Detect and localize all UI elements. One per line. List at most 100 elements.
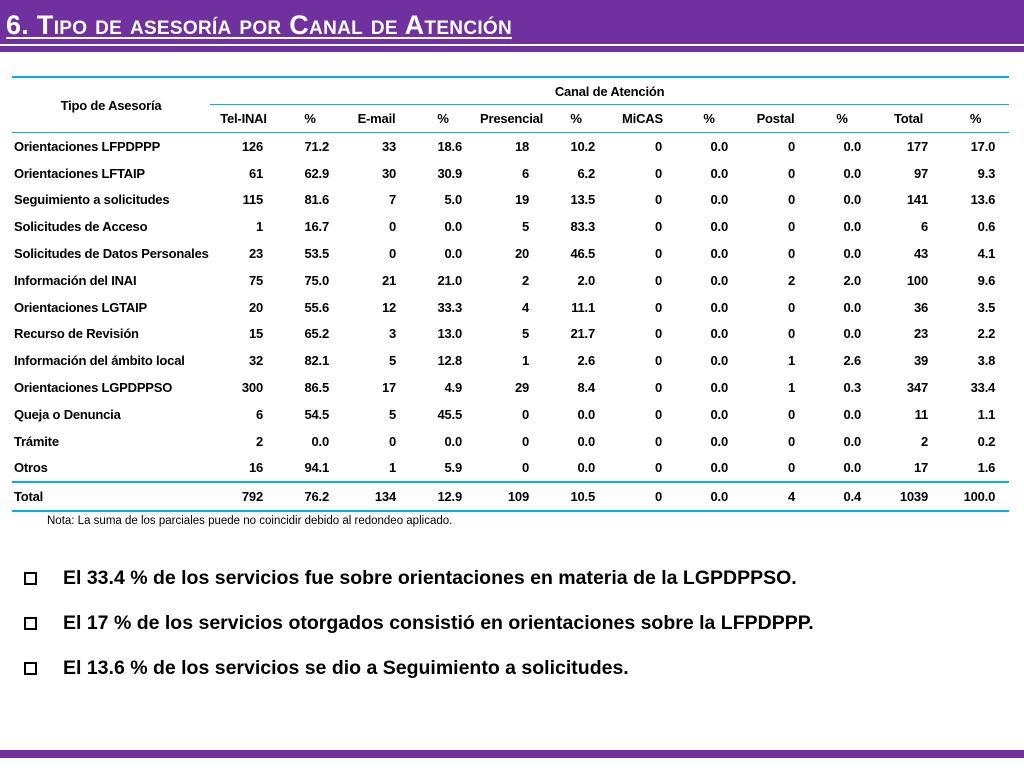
- table-cell: 0.0: [444, 219, 463, 235]
- column-header: %: [277, 104, 343, 133]
- table-cell: 1.1: [977, 406, 996, 422]
- table-cell: 13.6: [970, 192, 996, 208]
- table-cell: 0.0: [710, 246, 729, 262]
- table-cell: 1039: [875, 481, 942, 513]
- column-header: %: [543, 104, 609, 133]
- table-header: Tipo de Asesoría Canal de Atención Tel-I…: [12, 76, 1010, 133]
- table-cell: 18.6: [437, 138, 462, 154]
- table-cell: 18: [514, 138, 529, 154]
- table-cell: 0.0: [676, 481, 742, 513]
- table-cell: 6: [920, 219, 928, 235]
- table-cell: 1: [787, 380, 795, 396]
- table-cell: 0: [654, 353, 662, 369]
- row-label: Solicitudes de Acceso: [14, 219, 148, 235]
- row-label: Queja o Denuncia: [14, 406, 121, 422]
- table-row: Trámite 2 0.0 0 0.0 0 0.0 0 0.0 0 0.0 2 0.2: [12, 428, 1009, 455]
- table-cell: 0.0: [843, 246, 862, 262]
- column-header: %: [676, 104, 742, 133]
- table-cell: 75.0: [304, 272, 329, 288]
- table-cell: 81.6: [304, 192, 329, 208]
- table-cell: 0: [654, 272, 662, 288]
- table-cell: 62.9: [304, 165, 329, 181]
- table-cell: 0: [654, 165, 662, 181]
- table-cell: 0: [654, 326, 662, 342]
- table-cell: 17: [381, 380, 396, 396]
- table-cell: 0: [654, 138, 662, 154]
- table-cell: 0.0: [311, 433, 330, 449]
- table-cell: 0.0: [710, 326, 729, 342]
- row-label: Seguimiento a solicitudes: [14, 192, 170, 208]
- table-cell: 0.0: [710, 192, 729, 208]
- table-cell: 21: [381, 272, 396, 288]
- row-label: Información del ámbito local: [14, 353, 185, 369]
- table-cell: 0.0: [710, 460, 729, 476]
- table-row: Orientaciones LGTAIP 20 55.6 12 33.3 4 11.1 0 0.…: [12, 294, 1009, 321]
- bullet-item: El 33.4 % de los servicios fue sobre ori…: [22, 556, 1012, 601]
- table-cell: 0.0: [444, 433, 463, 449]
- table-cell: 11.1: [571, 299, 595, 315]
- table-cell: 23: [248, 246, 263, 262]
- table-cell: 0.0: [710, 165, 729, 181]
- table-cell: 0: [609, 481, 676, 513]
- table-cell: 0: [654, 246, 662, 262]
- table-cell: 1: [521, 353, 529, 369]
- table-cell: 0.0: [843, 460, 862, 476]
- table-cell: 83.3: [570, 219, 595, 235]
- table-cell: 20: [514, 246, 529, 262]
- table-cell: 0: [787, 246, 795, 262]
- table-cell: 12.9: [410, 481, 476, 513]
- column-header: Postal: [742, 104, 809, 133]
- table-cell: 5: [388, 406, 396, 422]
- table-cell: 177: [906, 138, 928, 154]
- column-header: %: [410, 104, 476, 133]
- table-cell: 0.4: [809, 481, 875, 513]
- table-cell: 45.5: [437, 406, 462, 422]
- table-cell: 21.7: [570, 326, 595, 342]
- table-cell: 0.0: [710, 353, 729, 369]
- table-cell: 0: [787, 460, 795, 476]
- table-total-row: Total 792 76.2 134 12.9 109 10.5 0 0.0 4 0.4 1039 10…: [12, 481, 1010, 513]
- table-cell: 76.2: [277, 481, 343, 513]
- table-cell: 347: [906, 380, 928, 396]
- table-cell: 0: [654, 460, 662, 476]
- table-cell: 43: [913, 246, 928, 262]
- table-cell: 2: [787, 272, 795, 288]
- table-cell: 12: [381, 299, 396, 315]
- table-cell: 36: [913, 299, 928, 315]
- table-cell: 0: [654, 192, 662, 208]
- table-cell: 2: [521, 272, 529, 288]
- table-cell: 0: [654, 433, 662, 449]
- table-cell: 0.0: [843, 219, 862, 235]
- table-cell: 0: [654, 299, 662, 315]
- row-label: Total: [12, 481, 210, 513]
- row-label: Otros: [14, 460, 48, 476]
- row-label: Orientaciones LFPDPPP: [14, 138, 161, 154]
- table-cell: 32: [248, 353, 263, 369]
- table-cell: 94.1: [304, 460, 329, 476]
- table-cell: 0: [521, 433, 529, 449]
- table-cell: 0: [388, 219, 396, 235]
- table-cell: 0: [787, 326, 795, 342]
- table-cell: 0.0: [710, 299, 729, 315]
- table-cell: 0: [787, 138, 795, 154]
- table-cell: 0: [388, 246, 396, 262]
- table-cell: 53.5: [304, 246, 329, 262]
- table-cell: 0.0: [710, 433, 729, 449]
- table-row: Otros 16 94.1 1 5.9 0 0.0 0 0.0 0 0.0 17 1.6: [12, 455, 1009, 483]
- table-cell: 1: [388, 460, 396, 476]
- table-cell: 0: [654, 380, 662, 396]
- table-cell: 0: [787, 192, 795, 208]
- table-cell: 5: [521, 219, 529, 235]
- table-cell: 6: [521, 165, 529, 181]
- table-cell: 300: [241, 380, 263, 396]
- checkbox-icon: [24, 662, 37, 675]
- table-cell: 6: [255, 406, 263, 422]
- table-cell: 39: [913, 353, 928, 369]
- table-cell: 0: [521, 460, 529, 476]
- table-cell: 11: [914, 406, 929, 422]
- table-cell: 97: [913, 165, 928, 181]
- row-label: Orientaciones LFTAIP: [14, 165, 145, 181]
- table-cell: 17.0: [970, 138, 996, 154]
- table-cell: 1: [787, 353, 795, 369]
- table-cell: 54.5: [304, 406, 329, 422]
